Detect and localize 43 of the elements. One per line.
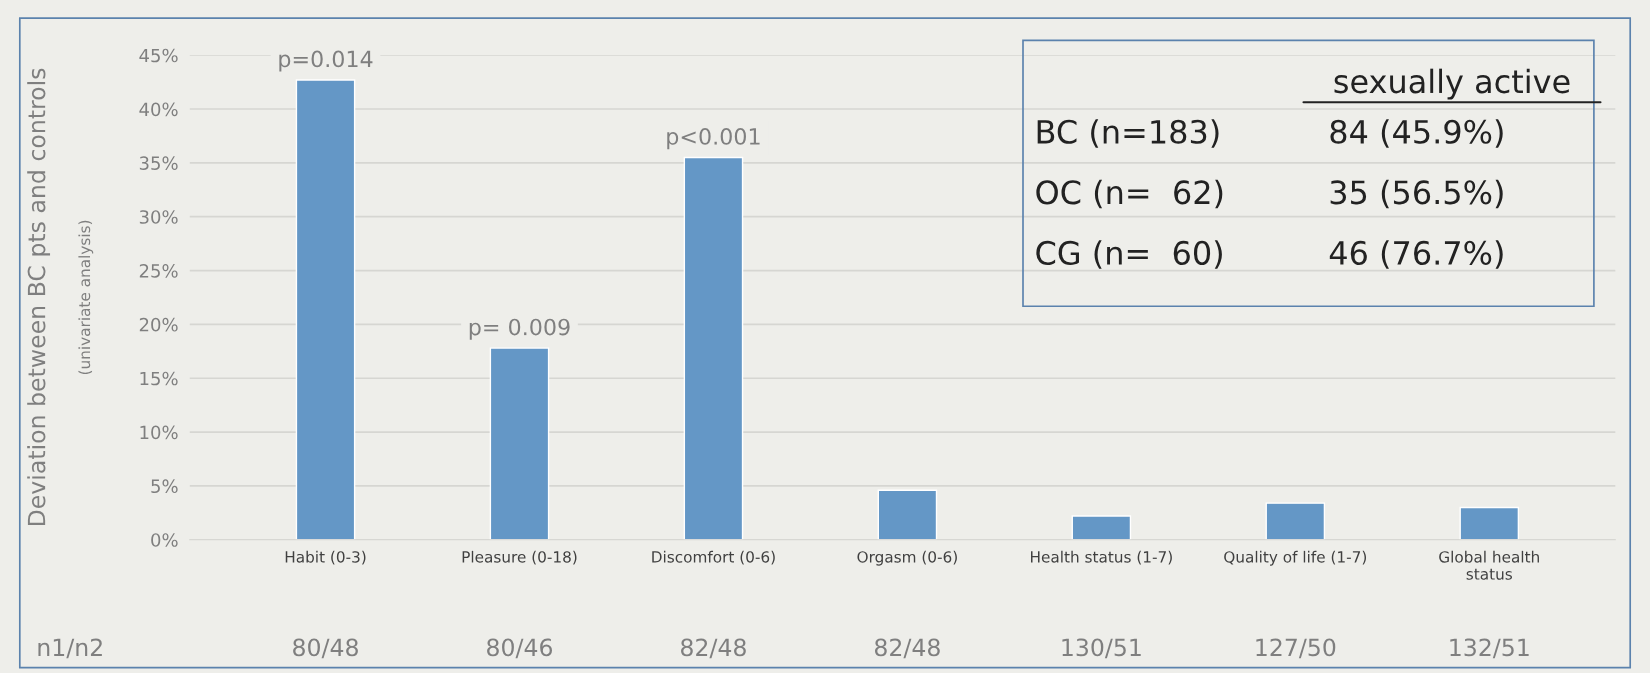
text: 130/51	[1062, 638, 1141, 659]
x-tick-label: Discomfort (0-6)	[652, 550, 775, 565]
x-tick-label: Health status (1-7)	[1031, 550, 1172, 565]
text: 127/50	[1256, 638, 1336, 659]
y-tick-label: 10%	[140, 425, 178, 440]
x-tick-label: Global health status	[1439, 550, 1539, 580]
annotation: OC (n= 62)	[1036, 179, 1223, 209]
y-axis-title: Deviation between BC pts and controls	[27, 68, 51, 526]
text: 82/48	[681, 638, 746, 659]
x-tick-label: Habit (0-3)	[285, 550, 366, 565]
text: 80/46	[487, 638, 553, 659]
annotation: 46 (76.7%)	[1329, 240, 1503, 269]
annotation: BC (n=183)	[1037, 119, 1219, 148]
annotation: p= 0.009	[469, 318, 570, 340]
annotation: sexually active	[1334, 68, 1570, 100]
x-tick-label: Orgasm (0-6)	[857, 550, 957, 566]
x-tick-label: Pleasure (0-18)	[462, 550, 577, 565]
text: 82/48	[874, 638, 940, 659]
y-tick-label: 35%	[139, 156, 178, 170]
y-tick-label: 45%	[139, 48, 178, 63]
bar	[1459, 506, 1520, 540]
text: n1/n2	[38, 638, 102, 659]
bar	[295, 79, 356, 540]
y-tick-label: 0%	[151, 533, 178, 547]
y-tick-label: 40%	[139, 102, 178, 117]
x-tick-label: Quality of life (1-7)	[1224, 550, 1367, 566]
annotation: 35 (56.5%)	[1330, 179, 1503, 209]
annotation: 84 (45.9%)	[1330, 119, 1503, 148]
y-tick-label: 25%	[139, 264, 178, 278]
y-tick-label: 30%	[139, 210, 178, 224]
annotation: CG (n= 60)	[1036, 240, 1222, 269]
y-tick-label: 20%	[139, 317, 178, 332]
annotation: p<0.001	[667, 128, 760, 150]
text: 80/48	[293, 638, 358, 659]
bar	[489, 347, 550, 540]
y-tick-label: 15%	[140, 371, 178, 386]
bar	[1265, 502, 1326, 540]
text: 132/51	[1450, 638, 1529, 659]
text: (univariate analysis)	[78, 220, 94, 375]
bar	[1071, 515, 1132, 540]
bar	[877, 489, 938, 540]
y-tick-label: 5%	[151, 479, 178, 494]
annotation: p=0.014	[279, 50, 373, 72]
